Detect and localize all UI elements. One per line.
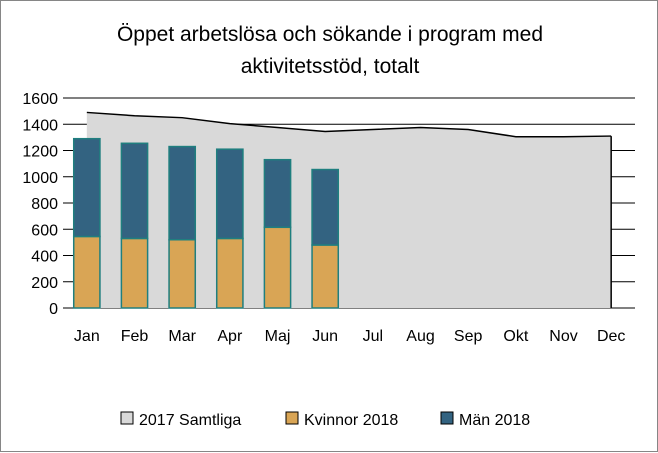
chart-title-line-1: Öppet arbetslösa och sökande i program m… (117, 23, 543, 46)
x-tick-label-jul: Jul (363, 328, 383, 345)
bar-män-2018-jun (312, 170, 338, 245)
legend-swatch-0 (121, 412, 133, 424)
y-tick-label-1200: 1200 (22, 144, 58, 161)
x-axis: Jan Feb Mar Apr Maj Jun Jul Aug Sep Okt Nov Dec (74, 328, 625, 345)
y-axis: 0 200 400 600 800 1000 1200 1400 1600 (22, 91, 58, 318)
x-tick-label-sep: Sep (454, 328, 483, 345)
x-tick-label-feb: Feb (121, 328, 149, 345)
bar-män-2018-jan (74, 139, 100, 237)
y-tick-label-1600: 1600 (22, 91, 58, 108)
area-fill-2017-samtliga (87, 112, 611, 308)
bar-män-2018-mar (169, 147, 195, 240)
x-tick-label-maj: Maj (265, 328, 291, 345)
legend-label-1: Kvinnor 2018 (304, 412, 398, 429)
x-tick-label-nov: Nov (549, 328, 577, 345)
x-tick-label-dec: Dec (597, 328, 625, 345)
y-tick-label-800: 800 (31, 196, 58, 213)
x-tick-label-okt: Okt (503, 328, 528, 345)
bar-kvinnor-2018-apr (217, 238, 243, 308)
y-tick-label-0: 0 (49, 301, 58, 318)
y-tick-label-1400: 1400 (22, 117, 58, 134)
y-tick-label-600: 600 (31, 222, 58, 239)
y-tick-label-200: 200 (31, 275, 58, 292)
x-tick-label-apr: Apr (217, 328, 243, 345)
x-tick-label-mar: Mar (168, 328, 196, 345)
legend-swatch-1 (286, 412, 298, 424)
x-tick-label-jun: Jun (312, 328, 338, 345)
y-tick-label-1000: 1000 (22, 170, 58, 187)
area-series (87, 112, 612, 308)
x-tick-label-aug: Aug (406, 328, 434, 345)
legend-label-2: Män 2018 (459, 412, 530, 429)
bar-män-2018-feb (121, 143, 147, 238)
bar-kvinnor-2018-feb (121, 238, 147, 308)
bar-kvinnor-2018-mar (169, 240, 195, 308)
legend-swatch-2 (441, 412, 453, 424)
bar-kvinnor-2018-maj (264, 227, 290, 308)
legend-label-0: 2017 Samtliga (139, 412, 241, 429)
bar-män-2018-maj (264, 160, 290, 228)
bar-kvinnor-2018-jan (74, 236, 100, 308)
bar-kvinnor-2018-jun (312, 245, 338, 308)
y-tick-label-400: 400 (31, 249, 58, 266)
x-tick-label-jan: Jan (74, 328, 100, 345)
chart-title-line-2: aktivitetsstöd, totalt (241, 55, 420, 78)
legend: 2017 Samtliga Kvinnor 2018 Män 2018 (121, 412, 530, 429)
bar-män-2018-apr (217, 149, 243, 238)
